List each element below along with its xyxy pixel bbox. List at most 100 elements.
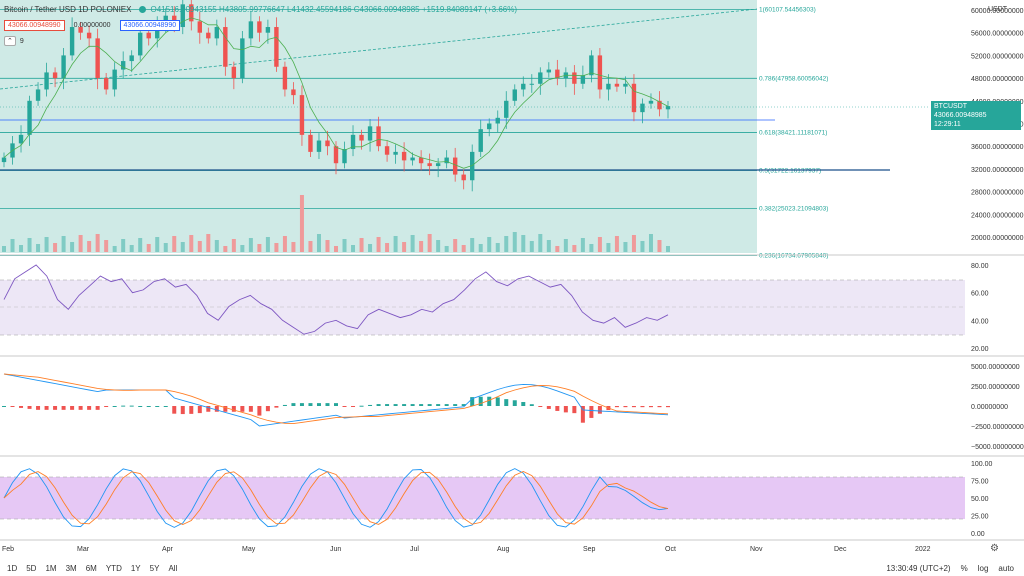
candle-body [112,69,117,90]
macd-hist-bar [19,406,24,408]
macd-tick-label: 5000.00000000 [971,364,1020,371]
volume-bar [512,232,517,252]
time-tick-label: 2022 [915,546,931,553]
volume-bar [121,239,126,252]
volume-bar [129,245,134,252]
range-button[interactable]: 1Y [130,563,141,573]
macd-hist-bar [546,406,551,409]
quote-currency[interactable]: USDT [988,6,1008,13]
candle-body [282,66,288,90]
macd-hist-bar [299,403,304,406]
candle-body [86,32,92,39]
macd-hist-bar [512,400,517,406]
range-button[interactable]: 5D [26,563,37,573]
volume-bars [2,195,670,252]
candle-body [597,55,603,90]
macd-hist-bar [376,404,381,406]
macd-hist-bar [248,406,253,412]
volume-bar [614,236,619,252]
candle-body [291,89,296,96]
time-axis[interactable]: Feb Mar Apr May Jun Jul Aug Sep Oct Nov Dec 2022 [2,546,931,553]
candle-body [359,134,364,141]
macd-hist-bar [427,404,432,406]
macd-hist-bar [163,406,168,407]
candle-body [393,151,398,155]
clock[interactable]: 13:30:49 (UTC+2) [886,563,951,573]
candle-body [555,69,560,79]
time-tick-label: Nov [750,546,763,553]
range-button[interactable]: All [168,563,178,573]
candle-body [95,38,100,79]
candle-body [495,117,500,124]
fib-level-label: 0.5(31722.16137937) [759,167,821,174]
macd-hist-bar [104,406,109,407]
rsi-tick-label: 80.00 [971,263,989,270]
macd-tick-label: 0.00000000 [971,404,1008,411]
macd-hist-bar [53,406,58,410]
stoch-tick-label: 75.00 [971,479,989,486]
range-button[interactable]: 1D [7,563,18,573]
volume-bar [214,240,219,252]
stoch-k-line [3,468,669,528]
volume-bar [342,239,347,252]
macd-hist-bar [342,406,347,407]
volume-bar [504,236,509,252]
price-tick-label: 28000.00000000 [971,190,1024,197]
range-button[interactable]: 3M [65,563,77,573]
symbol-title[interactable]: Bitcoin / Tether USD 1D POLONIEX [4,5,132,14]
volume-bar [206,234,211,252]
macd-hist-bar [10,406,15,407]
candle-body [342,149,347,164]
candle-body [631,83,637,113]
candle-body [231,66,237,79]
candle-body [325,140,330,147]
volume-bar [2,246,6,252]
volume-bar [299,195,304,252]
candle-body [299,95,305,135]
macd-hist-bar [487,396,492,406]
range-button[interactable]: 5Y [149,563,160,573]
candle-body [427,163,432,167]
chevron-up-icon[interactable]: ⌃ [4,36,16,46]
macd-hist-bar [410,404,415,406]
macd-hist-bar [563,406,568,413]
volume-bar [546,240,551,252]
macd-hist-bar [27,406,32,409]
candle-body [487,123,492,130]
volume-bar [410,235,415,252]
percent-toggle[interactable]: % [960,563,968,573]
auto-toggle[interactable]: auto [998,563,1014,573]
macd-hist-bar [597,406,602,414]
trend-line[interactable] [0,8,758,90]
candle-body [248,21,254,39]
range-button[interactable]: 1M [45,563,57,573]
volume-bar [563,239,568,252]
last-price-value: 43066.00948985 [934,112,987,119]
volume-bar [163,243,168,252]
candle-body [189,4,194,22]
macd-hist-bar [316,403,321,406]
gear-icon[interactable]: ⚙ [990,543,999,554]
macd-hist-bar [351,406,356,407]
candle-body [350,134,356,150]
range-button[interactable]: 6M [85,563,97,573]
volume-bar [44,237,49,252]
log-toggle[interactable]: log [977,563,989,573]
candle-body [444,157,449,164]
candle-body [512,89,517,101]
range-button[interactable]: YTD [105,563,122,573]
candle-body [529,83,534,85]
candle-body [401,151,407,161]
candle-body [572,72,577,84]
candle-body [316,140,322,152]
candle-body [18,134,24,144]
stoch-tick-label: 0.00 [971,531,985,538]
macd-hist-bar [521,402,526,406]
candle-body [180,4,185,28]
macd-hist-bar [274,406,279,408]
buy-button[interactable]: 43066.00948990 [119,20,181,31]
volume-bar [444,246,449,252]
macd-hist-bar [95,406,100,410]
sell-button[interactable]: 43066.00948990 [4,20,65,31]
